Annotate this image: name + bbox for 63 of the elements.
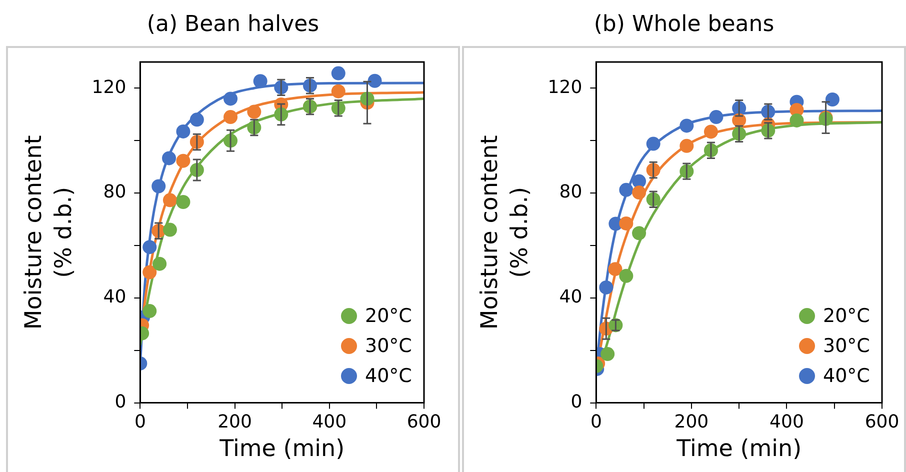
point (600, 347, 615, 362)
point (224, 110, 238, 124)
point (142, 240, 157, 254)
point (599, 280, 614, 294)
y-tick-label: 80 (559, 182, 582, 203)
point (331, 84, 346, 98)
point (709, 110, 724, 124)
point (162, 222, 177, 237)
point (680, 118, 694, 133)
y-tick-label: 40 (103, 286, 126, 308)
point (224, 92, 238, 106)
y-axis-title: Moisture content (% d.b.) (20, 135, 77, 330)
point (619, 268, 634, 283)
point (176, 154, 190, 168)
point (176, 194, 190, 209)
point (176, 124, 190, 138)
point (253, 74, 268, 88)
legend-label: 40°C (365, 364, 412, 387)
x-tick-label: 200 (674, 411, 709, 432)
point (619, 182, 634, 197)
point (704, 124, 718, 139)
point (368, 74, 382, 88)
x-tick-label: 600 (864, 411, 900, 432)
x-tick-label: 400 (312, 411, 347, 432)
point (152, 179, 166, 194)
point (646, 136, 660, 151)
point (142, 304, 157, 318)
legend-label: 30°C (365, 334, 412, 357)
y-axis-title: Moisture content (% d.b.) (476, 135, 533, 330)
point (608, 262, 622, 276)
y-tick-label: 0 (114, 391, 126, 412)
point (331, 66, 346, 80)
y-tick-label: 0 (570, 391, 582, 412)
y-tick-label: 40 (559, 286, 582, 308)
point (190, 112, 204, 127)
point (680, 138, 694, 153)
point (790, 113, 804, 128)
point (825, 92, 840, 106)
x-tick-label: 600 (406, 411, 442, 432)
chart-title: (a) Bean halves (146, 12, 320, 37)
point (632, 226, 646, 240)
point (247, 104, 262, 119)
legend-label: 40°C (823, 364, 870, 387)
y-tick-label: 80 (103, 182, 126, 203)
point (152, 256, 167, 271)
chart-title: (b) Whole beans (592, 12, 776, 37)
x-axis-title: Time (min) (676, 436, 802, 462)
y-tick-label: 120 (548, 76, 582, 98)
point (142, 265, 157, 280)
x-axis-title: Time (min) (218, 436, 345, 462)
point (619, 216, 634, 230)
x-tick-label: 0 (134, 411, 146, 432)
point (162, 193, 177, 208)
point (632, 186, 646, 200)
x-tick-label: 200 (218, 411, 252, 432)
x-tick-label: 400 (770, 411, 804, 432)
x-tick-label: 0 (590, 411, 602, 432)
point (608, 318, 623, 332)
point (162, 151, 176, 166)
legend-label: 20°C (365, 304, 412, 327)
legend-label: 20°C (823, 304, 870, 327)
legend-label: 30°C (823, 334, 870, 357)
y-tick-label: 120 (92, 76, 126, 98)
